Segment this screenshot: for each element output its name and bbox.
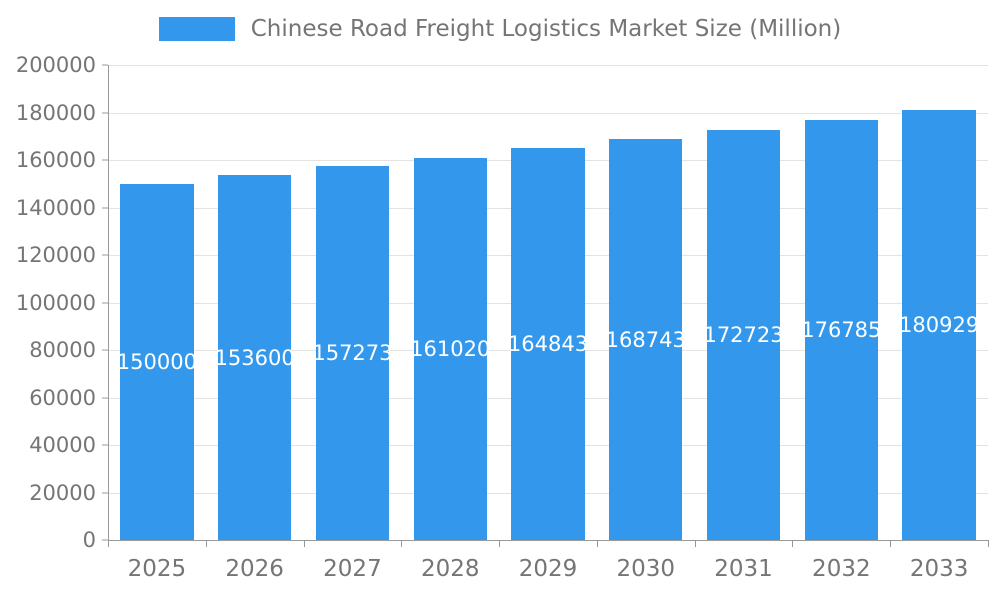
gridline	[108, 112, 988, 114]
bar[interactable]	[609, 139, 683, 540]
y-axis-line	[108, 65, 109, 540]
y-axis-tick	[102, 207, 108, 208]
x-axis-tick	[303, 541, 305, 547]
y-axis-tick-label: 80000	[29, 338, 96, 362]
bar[interactable]	[315, 166, 390, 540]
legend-label[interactable]: Chinese Road Freight Logistics Market Si…	[250, 16, 842, 42]
gridline	[108, 65, 988, 66]
bar[interactable]	[706, 129, 781, 540]
y-axis-tick-label: 140000	[15, 195, 96, 220]
bar-value-label: 176785	[801, 318, 882, 343]
bar[interactable]	[218, 175, 292, 540]
x-axis-tick	[401, 541, 403, 547]
y-axis-tick-label: 180000	[15, 100, 96, 125]
y-axis-tick-label: 200000	[15, 53, 96, 77]
bar-value-label: 180929	[899, 313, 980, 338]
bar-value-label: 161020	[410, 336, 491, 361]
bar[interactable]	[511, 148, 585, 540]
bar[interactable]	[902, 110, 976, 540]
y-axis-tick	[102, 112, 108, 113]
y-axis-tick	[102, 539, 108, 541]
x-axis-tick-label: 2031	[714, 556, 773, 582]
x-axis-tick	[792, 541, 794, 547]
bar-value-label: 172723	[703, 322, 784, 347]
legend[interactable]: Chinese Road Freight Logistics Market Si…	[0, 16, 1000, 42]
bar[interactable]	[120, 183, 194, 540]
y-axis-tick	[102, 397, 108, 398]
y-axis-tick-label: 20000	[29, 480, 96, 505]
x-axis-tick	[499, 541, 501, 547]
x-axis-tick	[694, 541, 696, 547]
x-axis-tick	[890, 541, 892, 547]
y-axis-tick-label: 60000	[29, 385, 96, 410]
y-axis-tick	[102, 349, 108, 351]
x-axis-tick	[108, 541, 109, 547]
bar-value-label: 164843	[507, 332, 589, 357]
y-axis-tick-label: 40000	[29, 433, 96, 457]
y-axis-tick-label: 160000	[15, 148, 96, 172]
x-axis-tick-label: 2032	[812, 556, 871, 582]
y-axis-tick-label: 100000	[15, 290, 96, 315]
x-axis-tick	[596, 541, 598, 547]
y-axis-tick-label: 0	[82, 528, 96, 552]
x-axis-tick-label: 2027	[323, 556, 382, 582]
x-axis-tick-label: 2025	[127, 556, 187, 582]
x-axis-tick-label: 2029	[518, 556, 578, 582]
bar[interactable]	[413, 157, 487, 540]
y-axis-tick	[102, 444, 108, 446]
y-axis-tick	[102, 159, 108, 161]
x-axis-tick-label: 2026	[225, 556, 284, 582]
x-axis-tick-label: 2030	[616, 556, 676, 582]
x-axis-tick-label: 2028	[420, 556, 480, 582]
y-axis-tick	[102, 492, 108, 493]
bar-value-label: 157273	[312, 341, 393, 366]
x-axis-tick	[205, 541, 207, 547]
y-axis-tick	[102, 64, 108, 66]
bar-value-label: 168743	[605, 327, 686, 352]
y-axis-tick	[102, 302, 108, 303]
x-axis-line	[108, 540, 989, 541]
x-axis-tick-label: 2033	[909, 556, 969, 582]
bar[interactable]	[804, 120, 878, 540]
y-axis-tick	[102, 254, 108, 256]
legend-swatch-icon[interactable]	[158, 17, 235, 41]
y-axis-tick-label: 120000	[15, 243, 96, 267]
bar-value-label: 153600	[214, 345, 295, 370]
x-axis-tick	[988, 541, 989, 547]
bar-value-label: 150000	[116, 349, 197, 374]
